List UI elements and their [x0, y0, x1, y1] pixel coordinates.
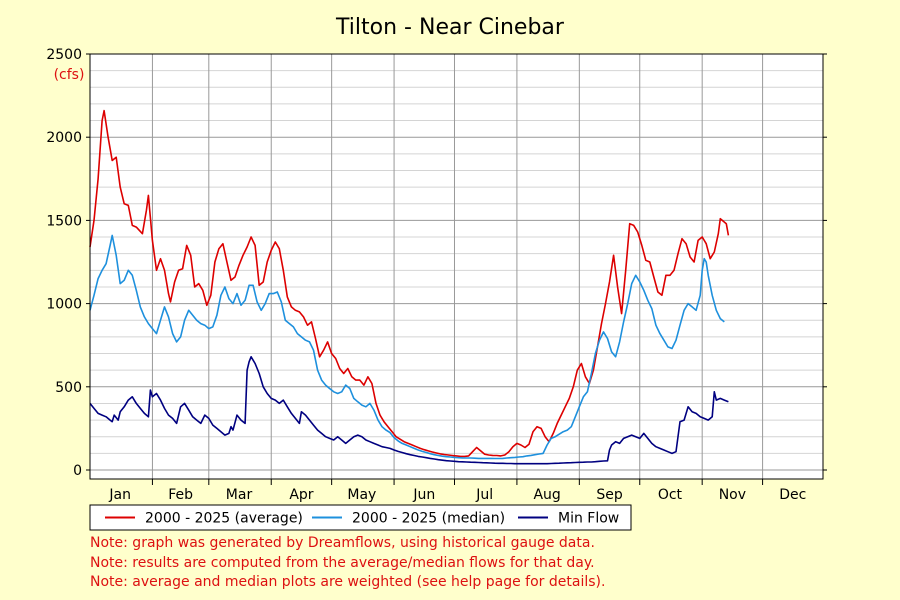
x-tick-label: Oct	[658, 487, 683, 503]
legend-label: 2000 - 2025 (average)	[145, 511, 303, 527]
x-tick-label: Jul	[475, 487, 493, 503]
y-tick-label: 500	[55, 380, 82, 396]
plot-frame	[89, 53, 824, 480]
y-tick-label: 1000	[46, 297, 82, 313]
series-line-2	[89, 234, 725, 460]
legend: 2000 - 2025 (average) 2000 - 2025 (median…	[89, 504, 632, 531]
note-line: Note: results are computed from the aver…	[90, 554, 595, 571]
x-tick-label: Sep	[596, 487, 623, 503]
x-tick-label: Aug	[533, 487, 560, 503]
y-tick-label: 2000	[46, 130, 82, 146]
x-tick-label: Dec	[779, 487, 806, 503]
x-tick-label: Jun	[412, 487, 435, 503]
x-tick-label: May	[347, 487, 376, 503]
x-tick-label: Jan	[108, 487, 131, 503]
x-tick-label: Feb	[168, 487, 193, 503]
y-axis-unit-label: (cfs)	[54, 67, 85, 83]
series-line-1	[89, 109, 730, 458]
chart-title: Tilton - Near Cinebar	[335, 15, 565, 40]
notes: Note: graph was generated by Dreamflows,…	[90, 534, 850, 593]
grid-lines	[90, 53, 823, 479]
x-tick-label: Apr	[289, 487, 313, 503]
series-line-3	[89, 356, 729, 465]
plot-area	[90, 54, 823, 479]
series-lines	[89, 109, 730, 465]
y-tick-label: 2500	[46, 47, 82, 63]
y-tick-label: 1500	[46, 213, 82, 229]
y-tick-label: 0	[73, 463, 82, 479]
note-line: Note: average and median plots are weigh…	[90, 574, 606, 590]
legend-label: 2000 - 2025 (median)	[352, 511, 505, 527]
legend-label: Min Flow	[558, 511, 619, 527]
axes: 0 500 1000 1500 2000 2500 Jan Feb Mar Apr May Jun Ju…	[46, 47, 827, 503]
x-tick-label: Mar	[226, 487, 253, 503]
note-line: Note: graph was generated by Dreamflows,…	[90, 535, 595, 551]
x-tick-label: Nov	[719, 487, 746, 503]
